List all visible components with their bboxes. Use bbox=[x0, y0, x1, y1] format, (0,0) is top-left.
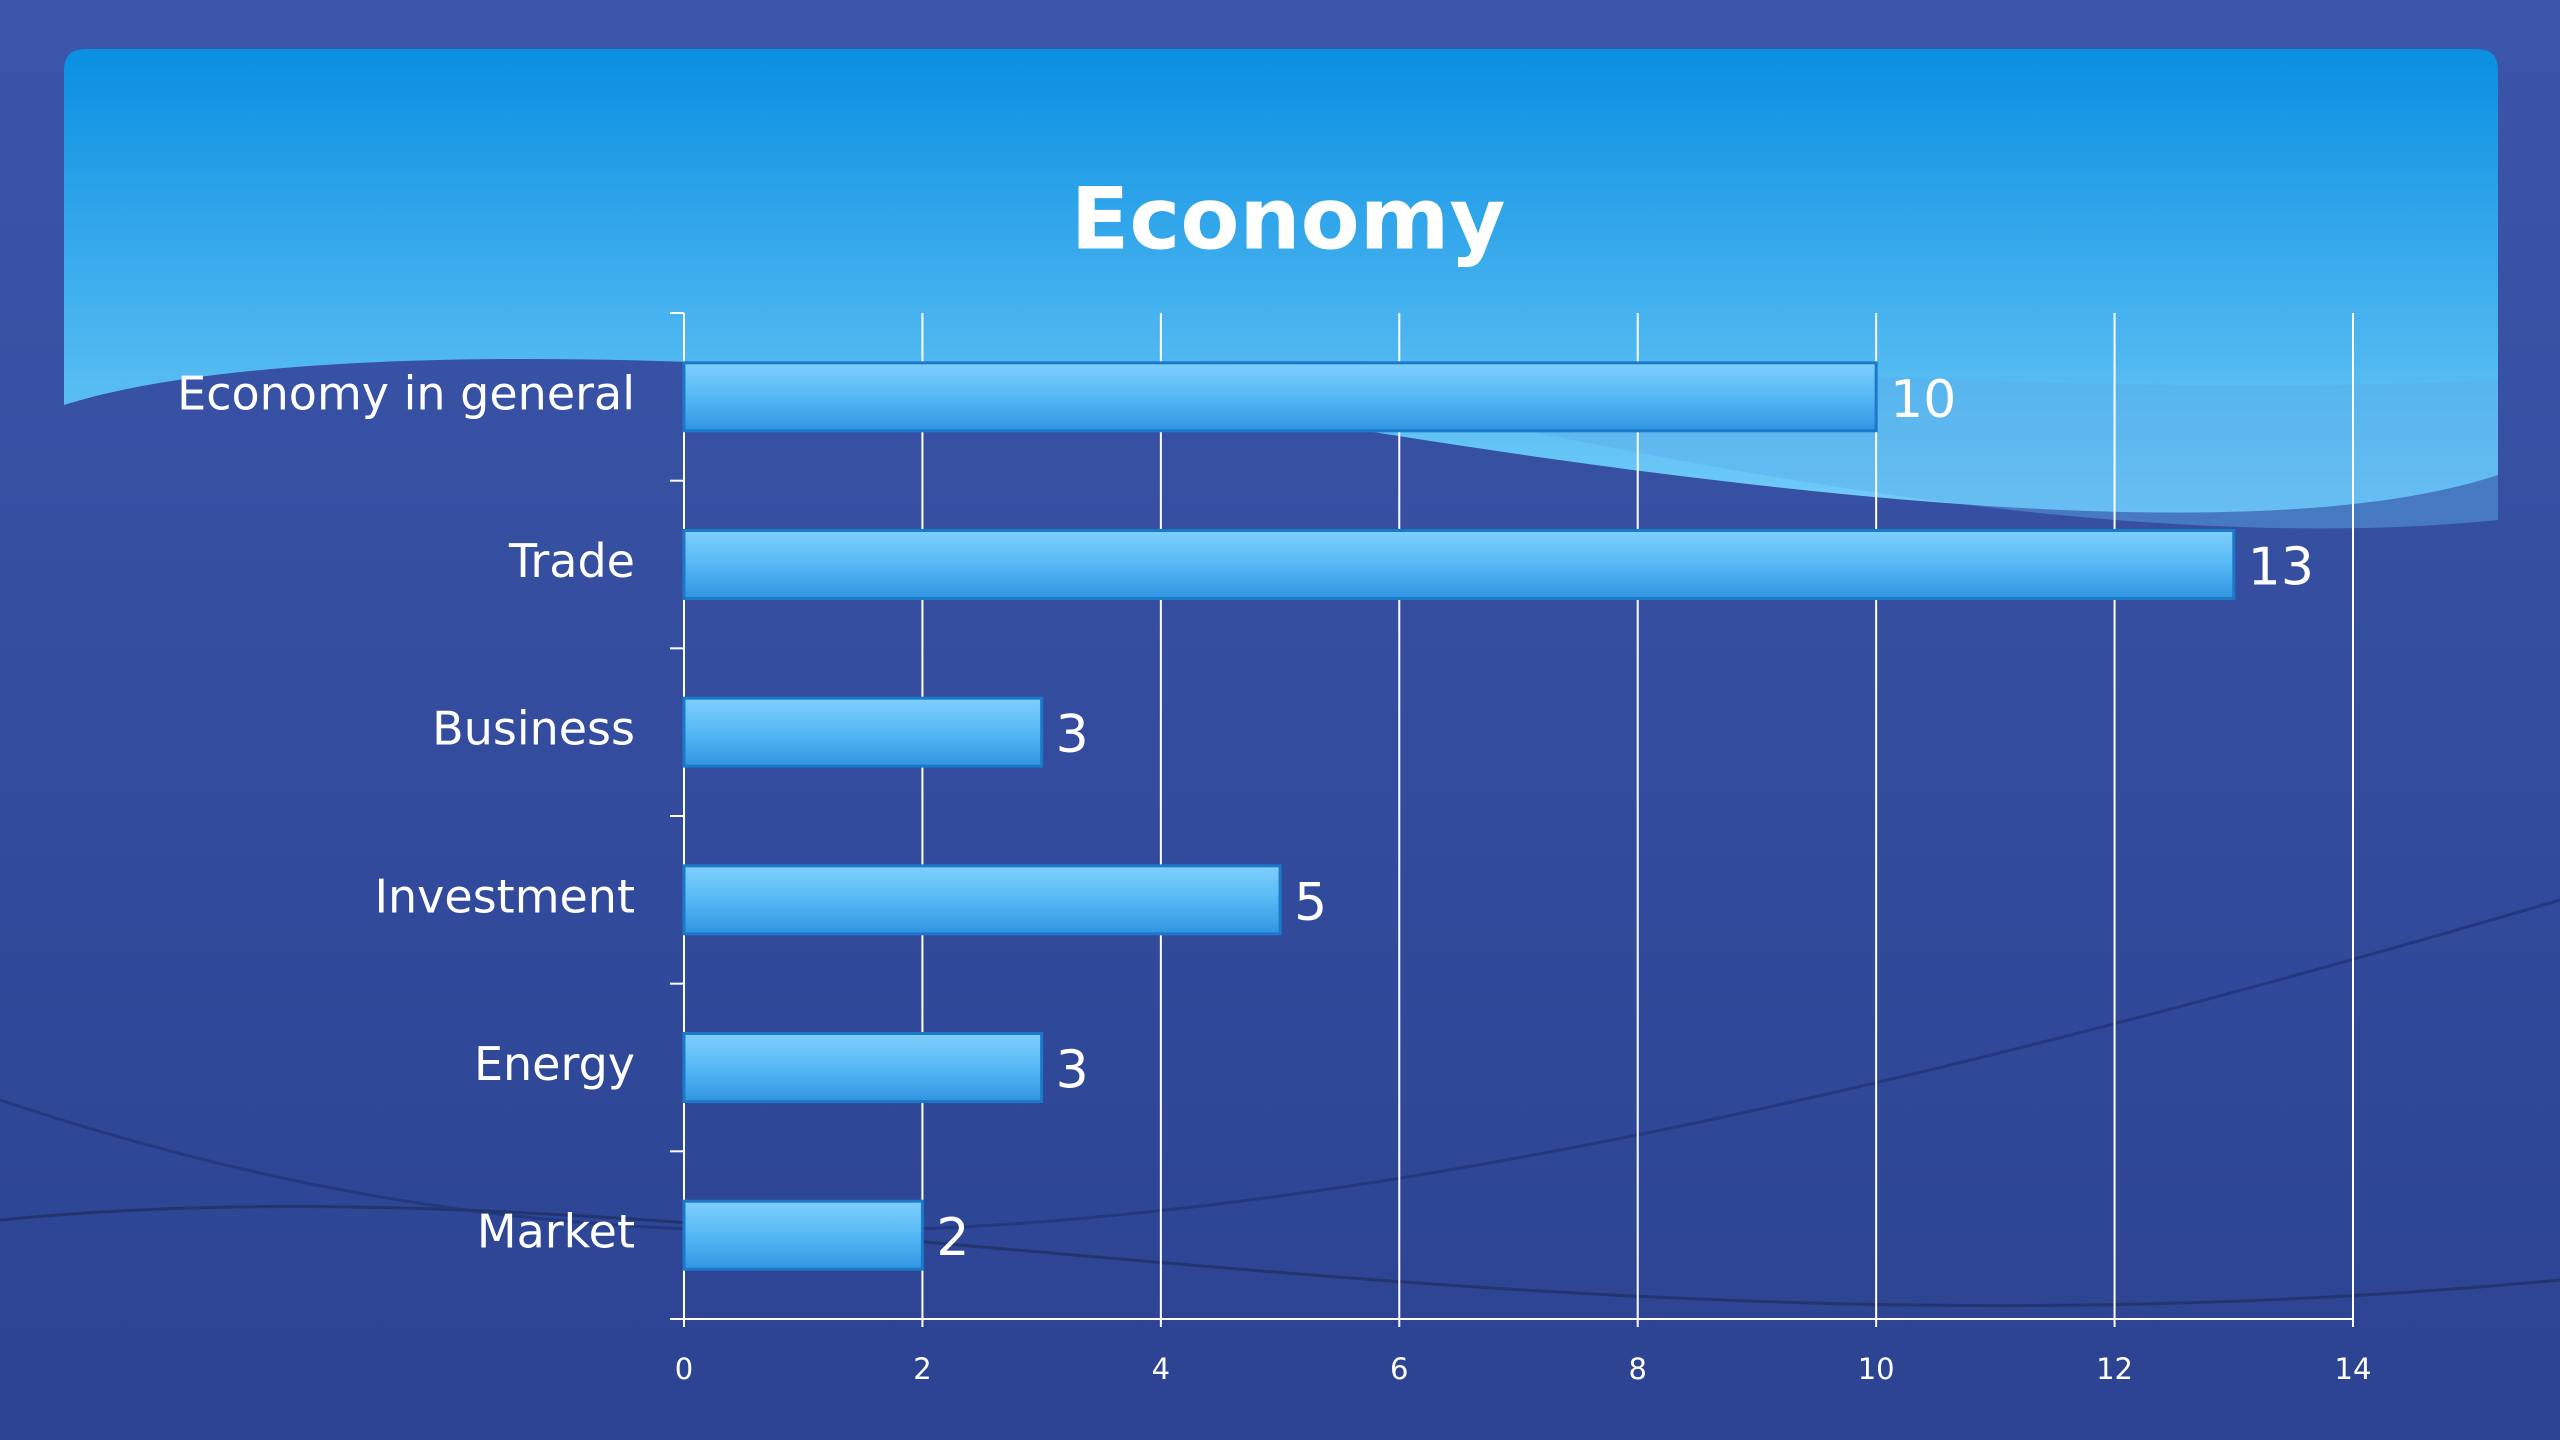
y-tick-label: Energy bbox=[474, 1037, 635, 1091]
bar bbox=[682, 864, 1282, 936]
y-tick-label: Economy in general bbox=[177, 366, 635, 420]
x-tick-label: 10 bbox=[1858, 1352, 1895, 1386]
y-tick-label: Business bbox=[432, 702, 635, 756]
y-tick-label: Investment bbox=[374, 869, 635, 923]
chart-title: Economy bbox=[1071, 169, 1506, 269]
value-label: 3 bbox=[1056, 705, 1089, 765]
bar bbox=[682, 529, 2236, 600]
x-tick-label: 8 bbox=[1628, 1352, 1646, 1386]
x-tick-label: 12 bbox=[2096, 1352, 2133, 1386]
x-tick-label: 6 bbox=[1390, 1352, 1408, 1386]
bar bbox=[682, 361, 1878, 433]
bar bbox=[682, 1199, 924, 1271]
bar bbox=[682, 696, 1044, 768]
value-label: 5 bbox=[1294, 873, 1327, 933]
x-tick-label: 0 bbox=[675, 1352, 693, 1386]
decor-curve bbox=[0, 1205, 2560, 1308]
x-tick-label: 14 bbox=[2335, 1352, 2372, 1386]
value-label: 10 bbox=[1890, 370, 1956, 430]
y-tick-label: Market bbox=[477, 1205, 635, 1259]
x-tick-label: 4 bbox=[1152, 1352, 1170, 1386]
y-tick-label: Trade bbox=[508, 534, 635, 588]
value-label: 3 bbox=[1056, 1041, 1089, 1101]
value-label: 13 bbox=[2248, 538, 2314, 598]
value-label: 2 bbox=[936, 1208, 969, 1268]
header-panel bbox=[64, 49, 2498, 513]
x-tick-label: 2 bbox=[913, 1352, 931, 1386]
decor-curve bbox=[0, 898, 2560, 1233]
bar bbox=[682, 1032, 1044, 1103]
